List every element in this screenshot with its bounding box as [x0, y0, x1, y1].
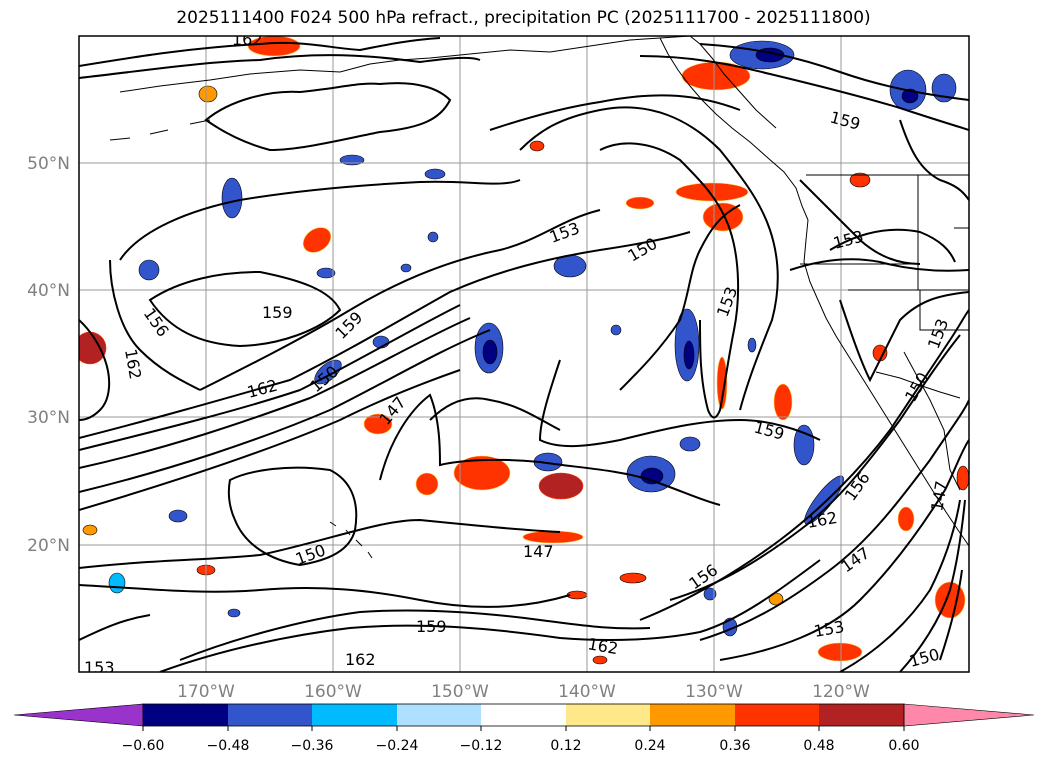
colorbar-extend-high [903, 703, 1035, 727]
colorbar-tick-label: −0.48 [207, 738, 250, 754]
lat-tick-label: 50°N [27, 154, 70, 174]
lon-tick-label: 120°W [812, 682, 870, 702]
lat-tick-label: 30°N [27, 408, 70, 428]
colorbar-ticks [142, 726, 905, 731]
map-frame [78, 35, 970, 673]
colorbar-segment [819, 704, 904, 726]
map-title: 2025111400 F024 500 hPa refract., precip… [176, 8, 871, 28]
contour-label: 162 [345, 650, 376, 669]
colorbar: −0.60 −0.48 −0.36 −0.24 −0.12 0.12 0.24 … [13, 703, 1035, 754]
lon-tick-label: 140°W [558, 682, 616, 702]
colorbar-extend-low [13, 703, 144, 727]
colorbar-segment [397, 704, 481, 726]
colorbar-frame [142, 703, 905, 727]
colorbar-tick-label: 0.60 [888, 738, 919, 754]
lon-tick-label: 130°W [685, 682, 743, 702]
colorbar-tick-label: 0.48 [803, 738, 834, 754]
longitude-labels: 170°W 160°W 150°W 140°W 130°W 120°W [177, 682, 870, 702]
lat-tick-label: 20°N [27, 536, 70, 556]
colorbar-tick-label: −0.60 [122, 738, 165, 754]
colorbar-segment [566, 704, 650, 726]
latitude-labels: 50°N 40°N 30°N 20°N [27, 154, 70, 556]
contour-label: 147 [523, 542, 554, 561]
lon-tick-label: 170°W [177, 682, 235, 702]
contour-lines [79, 37, 969, 672]
colorbar-segment [143, 704, 228, 726]
lon-tick-label: 160°W [304, 682, 362, 702]
colorbar-tick-label: 0.36 [719, 738, 750, 754]
colorbar-segment [228, 704, 312, 726]
colorbar-tick-label: −0.24 [376, 738, 419, 754]
colorbar-segment [312, 704, 397, 726]
lon-tick-label: 150°W [431, 682, 489, 702]
contour-label: 159 [262, 303, 293, 322]
lat-tick-label: 40°N [27, 281, 70, 301]
graticule [79, 36, 969, 672]
contour-label: 153 [84, 658, 115, 677]
colorbar-segment [481, 704, 566, 726]
contour-label: 159 [416, 617, 447, 636]
colorbar-tick-label: −0.36 [291, 738, 334, 754]
colorbar-tick-label: 0.12 [550, 738, 581, 754]
contour-label: 162 [232, 30, 263, 49]
colorbar-segment [650, 704, 735, 726]
colorbar-tick-label: −0.12 [460, 738, 503, 754]
map-plot-area: 162 159 153 150 153 156 162 159 150 162 … [79, 30, 969, 677]
coastlines [109, 36, 969, 559]
colorbar-tick-label: 0.24 [634, 738, 665, 754]
colorbar-segment [735, 704, 819, 726]
